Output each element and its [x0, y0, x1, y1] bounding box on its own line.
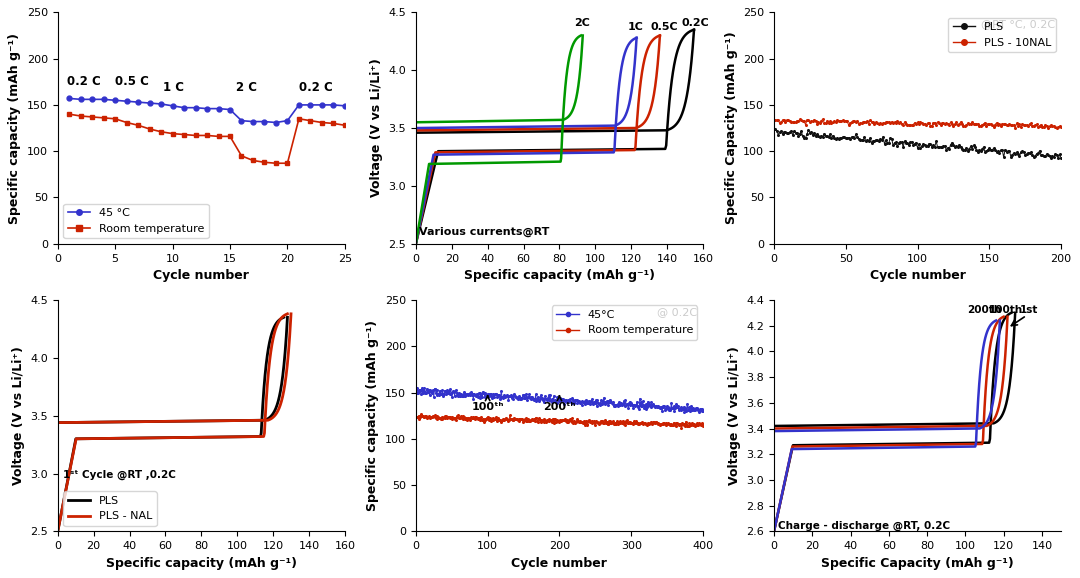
Y-axis label: Voltage (V vs Li/Li⁺): Voltage (V vs Li/Li⁺) — [728, 346, 741, 485]
X-axis label: Specific capacity (mAh g⁻¹): Specific capacity (mAh g⁻¹) — [464, 269, 654, 282]
Text: 0.2 C: 0.2 C — [67, 75, 100, 87]
Text: 1 C: 1 C — [163, 81, 185, 94]
Legend: PLS, PLS - NAL: PLS, PLS - NAL — [64, 491, 157, 526]
Text: 0.2 C: 0.2 C — [299, 81, 333, 94]
Legend: 45 °C, Room temperature: 45 °C, Room temperature — [64, 204, 208, 238]
Y-axis label: Voltage (V vs Li/Li⁺): Voltage (V vs Li/Li⁺) — [12, 346, 25, 485]
Text: 0.5 C: 0.5 C — [116, 75, 149, 87]
Text: 0.5C: 0.5C — [651, 22, 678, 32]
Y-axis label: Specific capacity (mAh g⁻¹): Specific capacity (mAh g⁻¹) — [366, 320, 379, 511]
Y-axis label: Voltage (V vs Li/Li⁺): Voltage (V vs Li/Li⁺) — [369, 58, 382, 198]
Y-axis label: Specific Capacity (mAh g⁻¹): Specific Capacity (mAh g⁻¹) — [725, 32, 738, 224]
X-axis label: Specific Capacity (mAh g⁻¹): Specific Capacity (mAh g⁻¹) — [821, 557, 1014, 570]
Text: 2C: 2C — [573, 18, 590, 28]
X-axis label: Cycle number: Cycle number — [153, 269, 249, 282]
Text: 1C: 1C — [627, 22, 644, 32]
Text: 200ᵗʰ: 200ᵗʰ — [543, 396, 576, 412]
Text: 200th: 200th — [968, 305, 1001, 315]
Text: 100th: 100th — [988, 305, 1023, 315]
Text: Charge - discharge @RT, 0.2C: Charge - discharge @RT, 0.2C — [778, 521, 950, 531]
Y-axis label: Specific capacity (mAh g⁻¹): Specific capacity (mAh g⁻¹) — [9, 32, 22, 224]
Text: @ 0.2C: @ 0.2C — [657, 307, 698, 317]
Text: 2 C: 2 C — [235, 81, 257, 94]
Text: Various currents@RT: Various currents@RT — [419, 227, 550, 237]
Text: 100ᵗʰ: 100ᵗʰ — [471, 396, 504, 412]
Text: 1st: 1st — [1020, 305, 1038, 315]
X-axis label: Cycle number: Cycle number — [512, 557, 607, 570]
Legend: PLS, PLS - 10NAL: PLS, PLS - 10NAL — [948, 18, 1055, 53]
Legend: 45°C, Room temperature: 45°C, Room temperature — [552, 306, 698, 340]
X-axis label: Specific capacity (mAh g⁻¹): Specific capacity (mAh g⁻¹) — [106, 557, 297, 570]
Text: @RT °C, 0.2C: @RT °C, 0.2C — [982, 19, 1055, 29]
Text: 1ˢᵗ Cycle @RT ,0.2C: 1ˢᵗ Cycle @RT ,0.2C — [64, 470, 176, 480]
Text: 0.2C: 0.2C — [681, 18, 710, 28]
X-axis label: Cycle number: Cycle number — [869, 269, 966, 282]
